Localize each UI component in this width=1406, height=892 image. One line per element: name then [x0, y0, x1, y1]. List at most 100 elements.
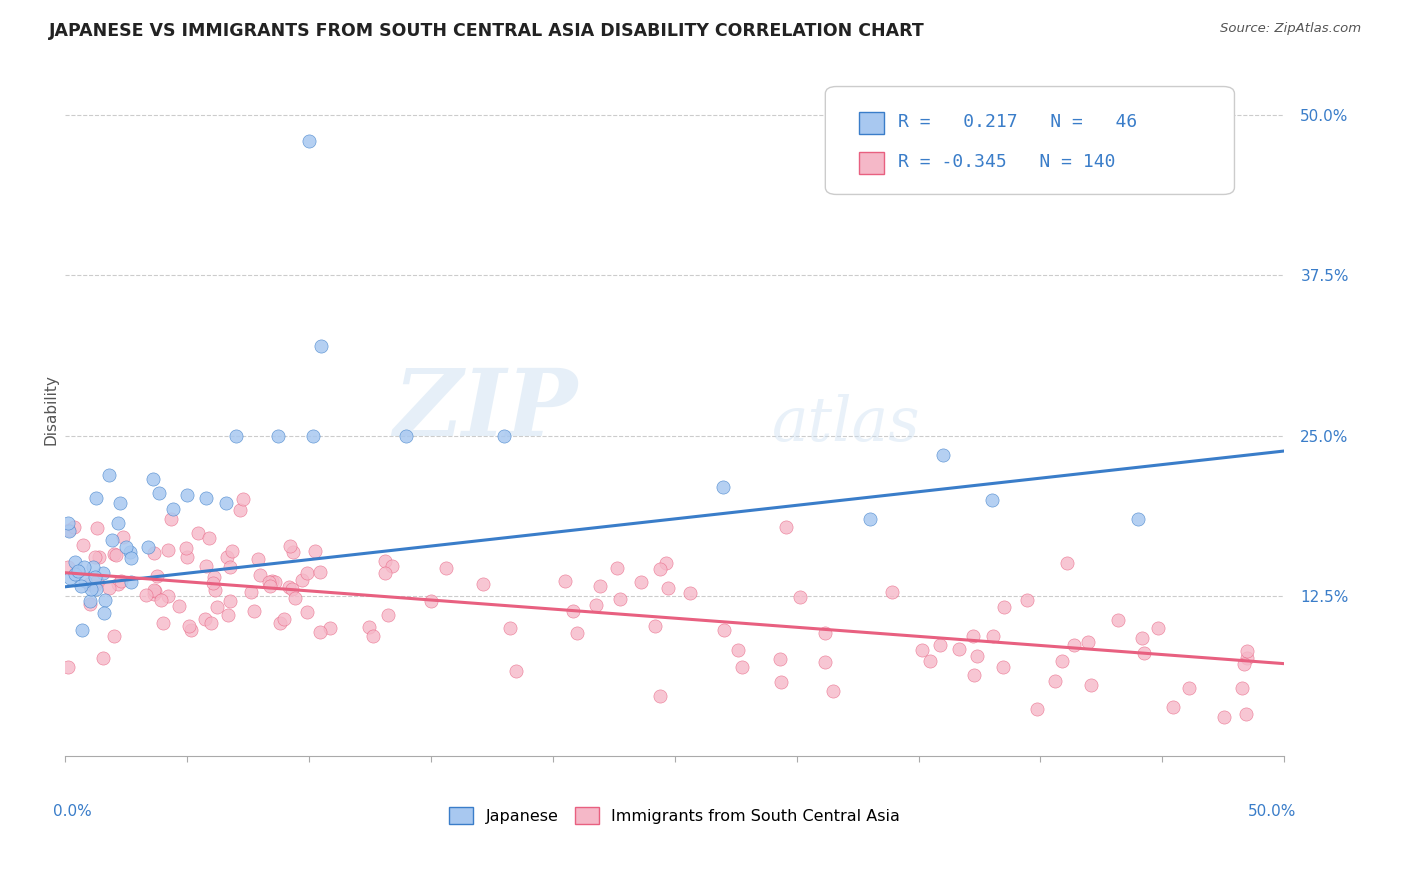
Point: [1236, 650, 1258, 665]
Point: [1132, 646, 1154, 660]
Point: [1130, 631, 1153, 645]
Point: [63, 567, 86, 582]
Point: [187, 526, 209, 541]
Point: [225, 428, 247, 442]
Point: [100, 533, 122, 547]
Point: [859, 512, 882, 526]
Point: [180, 623, 202, 637]
Point: [94, 593, 117, 607]
Point: [217, 607, 239, 622]
Point: [650, 562, 672, 576]
Point: [1063, 638, 1085, 652]
Point: [993, 600, 1015, 615]
Point: [69, 579, 91, 593]
Point: [980, 492, 1002, 507]
Point: [86, 574, 108, 589]
Point: [105, 548, 128, 562]
Point: [297, 566, 319, 581]
Point: [1056, 557, 1078, 571]
Point: [492, 428, 515, 442]
Point: [644, 619, 666, 633]
Point: [229, 502, 252, 516]
Point: [86, 521, 108, 535]
Point: [142, 546, 165, 560]
Point: [176, 488, 198, 502]
Point: [309, 339, 332, 353]
Point: [84, 570, 107, 584]
Point: [56, 560, 79, 574]
Point: [267, 428, 290, 442]
Point: [880, 584, 903, 599]
Point: [84, 549, 107, 564]
Point: [630, 574, 652, 589]
Point: [75, 574, 97, 588]
Point: [562, 604, 585, 618]
Point: [262, 574, 284, 588]
Point: [83, 578, 105, 592]
Point: [434, 561, 457, 575]
Point: [713, 623, 735, 637]
Point: [585, 598, 607, 612]
Text: R =   0.217   N =   46: R = 0.217 N = 46: [898, 113, 1137, 131]
Point: [966, 649, 988, 664]
Point: [93, 566, 115, 581]
Point: [249, 567, 271, 582]
Text: R = -0.345   N = 140: R = -0.345 N = 140: [898, 153, 1116, 171]
Point: [120, 575, 142, 590]
Point: [79, 597, 101, 611]
Point: [981, 629, 1004, 643]
Text: atlas: atlas: [772, 394, 921, 454]
Point: [115, 540, 138, 554]
Point: [205, 600, 228, 615]
Y-axis label: Disability: Disability: [44, 375, 58, 445]
Point: [565, 626, 588, 640]
Point: [301, 428, 323, 442]
Point: [217, 549, 239, 564]
Point: [177, 619, 200, 633]
Point: [263, 574, 285, 589]
Point: [1234, 707, 1257, 722]
Point: [1146, 621, 1168, 635]
Point: [361, 629, 384, 643]
Point: [194, 491, 217, 506]
Point: [167, 599, 190, 614]
Point: [1077, 635, 1099, 649]
Point: [98, 467, 121, 482]
Point: [56, 660, 79, 674]
Point: [657, 582, 679, 596]
Point: [58, 516, 80, 530]
Point: [419, 594, 441, 608]
Point: [59, 571, 82, 585]
Point: [1233, 657, 1256, 671]
Point: [259, 579, 281, 593]
Point: [142, 472, 165, 486]
Point: [309, 566, 332, 580]
Point: [91, 650, 114, 665]
Point: [80, 582, 103, 596]
Point: [283, 545, 305, 559]
Point: [202, 576, 225, 591]
Point: [1050, 654, 1073, 668]
Point: [1178, 681, 1201, 695]
Point: [962, 629, 984, 643]
Point: [991, 659, 1014, 673]
Point: [377, 608, 399, 623]
Point: [554, 574, 576, 588]
Point: [156, 589, 179, 603]
Point: [605, 561, 627, 575]
Point: [309, 624, 332, 639]
Point: [72, 538, 94, 552]
Point: [103, 547, 125, 561]
Point: [963, 668, 986, 682]
Point: [150, 593, 173, 607]
Point: [769, 651, 792, 665]
Point: [374, 566, 396, 580]
Point: [609, 591, 631, 606]
Point: [240, 585, 263, 599]
Point: [789, 590, 811, 604]
Point: [136, 540, 159, 554]
Text: Source: ZipAtlas.com: Source: ZipAtlas.com: [1220, 22, 1361, 36]
Point: [219, 594, 242, 608]
Text: 0.0%: 0.0%: [53, 805, 91, 820]
Point: [471, 576, 494, 591]
